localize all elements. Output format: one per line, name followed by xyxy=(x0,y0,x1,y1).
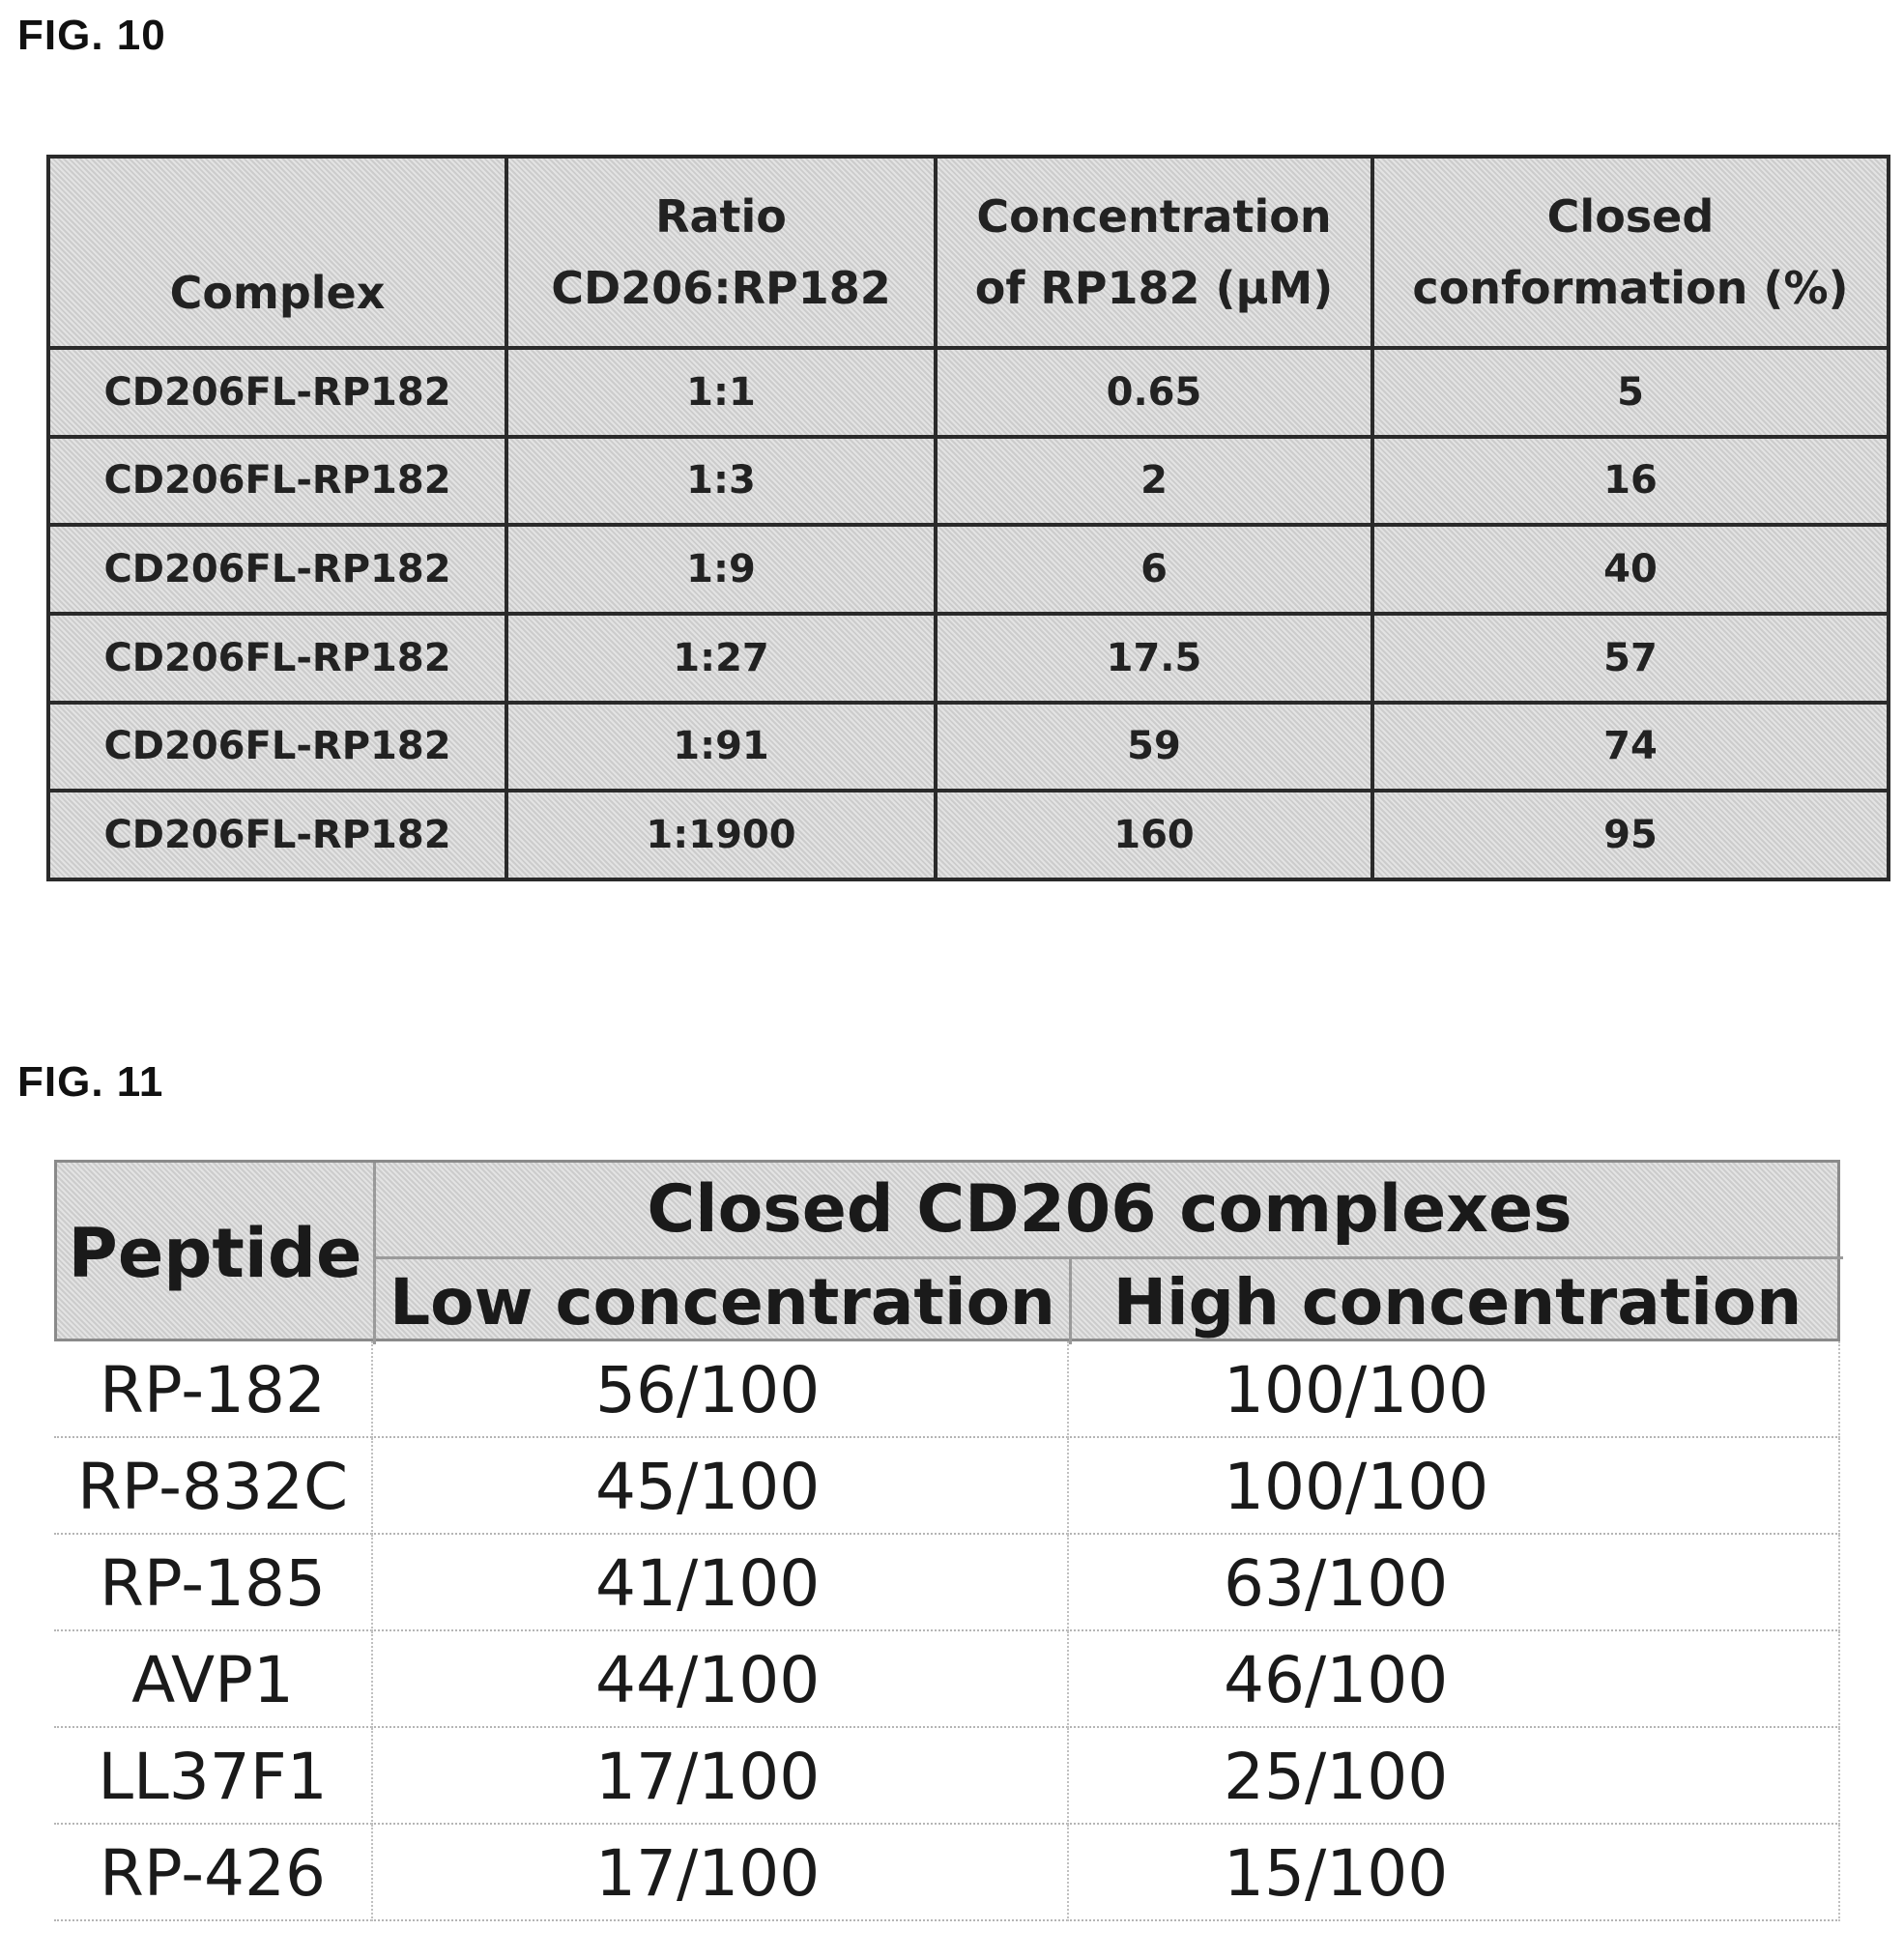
fig10-header-closed-line2: conformation (%) xyxy=(1412,262,1849,314)
fig10-cell-closed: 57 xyxy=(1370,611,1890,705)
fig10-cell-complex: CD206FL-RP182 xyxy=(46,523,508,616)
fig10-label: FIG. 10 xyxy=(17,12,166,59)
fig10-cell-ratio: 1:91 xyxy=(505,700,938,793)
fig10-header-conc-line2: of RP182 (μM) xyxy=(974,262,1334,314)
fig10-header-closed: Closed conformation (%) xyxy=(1370,155,1890,350)
fig11-cell-high: 100/100 xyxy=(1069,1341,1840,1438)
fig11-cell-high: 46/100 xyxy=(1069,1631,1840,1728)
table-row: CD206FL-RP182 1:91 59 74 xyxy=(46,700,1890,793)
table-row: AVP1 44/100 46/100 xyxy=(54,1631,1840,1728)
fig11-cell-high: 63/100 xyxy=(1069,1535,1840,1631)
fig10-cell-complex: CD206FL-RP182 xyxy=(46,346,508,439)
fig10-cell-ratio: 1:1 xyxy=(505,346,938,439)
fig11-cell-low: 41/100 xyxy=(373,1535,1069,1631)
fig10-cell-concentration: 0.65 xyxy=(934,346,1374,439)
fig11-cell-peptide: LL37F1 xyxy=(54,1728,373,1825)
fig11-cell-peptide: AVP1 xyxy=(54,1631,373,1728)
fig11-cell-peptide: RP-832C xyxy=(54,1438,373,1535)
fig10-cell-closed: 95 xyxy=(1370,789,1890,881)
table-row: RP-426 17/100 15/100 xyxy=(54,1825,1840,1921)
fig11-table: Peptide Closed CD206 complexes Low conce… xyxy=(54,1160,1843,1943)
fig11-cell-low: 17/100 xyxy=(373,1728,1069,1825)
fig10-header-closed-line1: Closed xyxy=(1546,190,1715,243)
fig10-table: Complex Ratio CD206:RP182 Concentration … xyxy=(46,155,1890,881)
fig10-header-ratio-line2: CD206:RP182 xyxy=(551,262,891,314)
table-row: CD206FL-RP182 1:1900 160 95 xyxy=(46,789,1890,881)
fig10-cell-closed: 5 xyxy=(1370,346,1890,439)
fig11-cell-low: 17/100 xyxy=(373,1825,1069,1921)
fig11-cell-high: 100/100 xyxy=(1069,1438,1840,1535)
table-row: RP-182 56/100 100/100 xyxy=(54,1341,1840,1438)
fig10-header-concentration: Concentration of RP182 (μM) xyxy=(934,155,1374,350)
fig10-cell-ratio: 1:27 xyxy=(505,611,938,705)
fig11-cell-high: 25/100 xyxy=(1069,1728,1840,1825)
fig10-cell-ratio: 1:3 xyxy=(505,434,938,528)
fig11-header-high: High concentration xyxy=(1112,1264,1803,1340)
fig11-header-peptide: Peptide xyxy=(57,1163,376,1344)
fig10-cell-ratio: 1:9 xyxy=(505,523,938,616)
fig10-cell-complex: CD206FL-RP182 xyxy=(46,700,508,793)
fig11-header-low: Low concentration xyxy=(376,1259,1072,1344)
table-row: CD206FL-RP182 1:9 6 40 xyxy=(46,523,1890,616)
table-row: CD206FL-RP182 1:3 2 16 xyxy=(46,434,1890,528)
fig10-cell-concentration: 17.5 xyxy=(934,611,1374,705)
fig10-cell-complex: CD206FL-RP182 xyxy=(46,789,508,881)
fig11-cell-low: 56/100 xyxy=(373,1341,1069,1438)
fig10-cell-ratio: 1:1900 xyxy=(505,789,938,881)
fig10-cell-closed: 74 xyxy=(1370,700,1890,793)
fig11-cell-high: 15/100 xyxy=(1069,1825,1840,1921)
fig10-header-row: Complex Ratio CD206:RP182 Concentration … xyxy=(46,155,1890,350)
fig11-cell-low: 44/100 xyxy=(373,1631,1069,1728)
fig10-header-ratio-line1: Ratio xyxy=(655,190,787,243)
fig11-header: Peptide Closed CD206 complexes Low conce… xyxy=(54,1160,1843,1344)
fig11-cell-peptide: RP-185 xyxy=(54,1535,373,1631)
fig11-label: FIG. 11 xyxy=(17,1058,164,1106)
table-row: CD206FL-RP182 1:1 0.65 5 xyxy=(46,346,1890,439)
fig11-cell-peptide: RP-182 xyxy=(54,1341,373,1438)
fig10-cell-closed: 40 xyxy=(1370,523,1890,616)
fig10-cell-concentration: 59 xyxy=(934,700,1374,793)
fig10-cell-concentration: 2 xyxy=(934,434,1374,528)
fig11-cell-peptide: RP-426 xyxy=(54,1825,373,1921)
fig10-cell-complex: CD206FL-RP182 xyxy=(46,611,508,705)
fig10-cell-concentration: 160 xyxy=(934,789,1374,881)
fig10-cell-complex: CD206FL-RP182 xyxy=(46,434,508,528)
fig10-cell-closed: 16 xyxy=(1370,434,1890,528)
fig11-header-group: Closed CD206 complexes xyxy=(376,1163,1843,1259)
table-row: RP-185 41/100 63/100 xyxy=(54,1535,1840,1631)
fig11-cell-low: 45/100 xyxy=(373,1438,1069,1535)
fig10-cell-concentration: 6 xyxy=(934,523,1374,616)
fig10-header-conc-line1: Concentration xyxy=(976,190,1332,243)
table-row: LL37F1 17/100 25/100 xyxy=(54,1728,1840,1825)
table-row: CD206FL-RP182 1:27 17.5 57 xyxy=(46,611,1890,705)
fig10-header-complex: Complex xyxy=(46,155,508,350)
fig10-header-ratio: Ratio CD206:RP182 xyxy=(505,155,938,350)
table-row: RP-832C 45/100 100/100 xyxy=(54,1438,1840,1535)
fig10-header-complex-text: Complex xyxy=(169,267,386,319)
